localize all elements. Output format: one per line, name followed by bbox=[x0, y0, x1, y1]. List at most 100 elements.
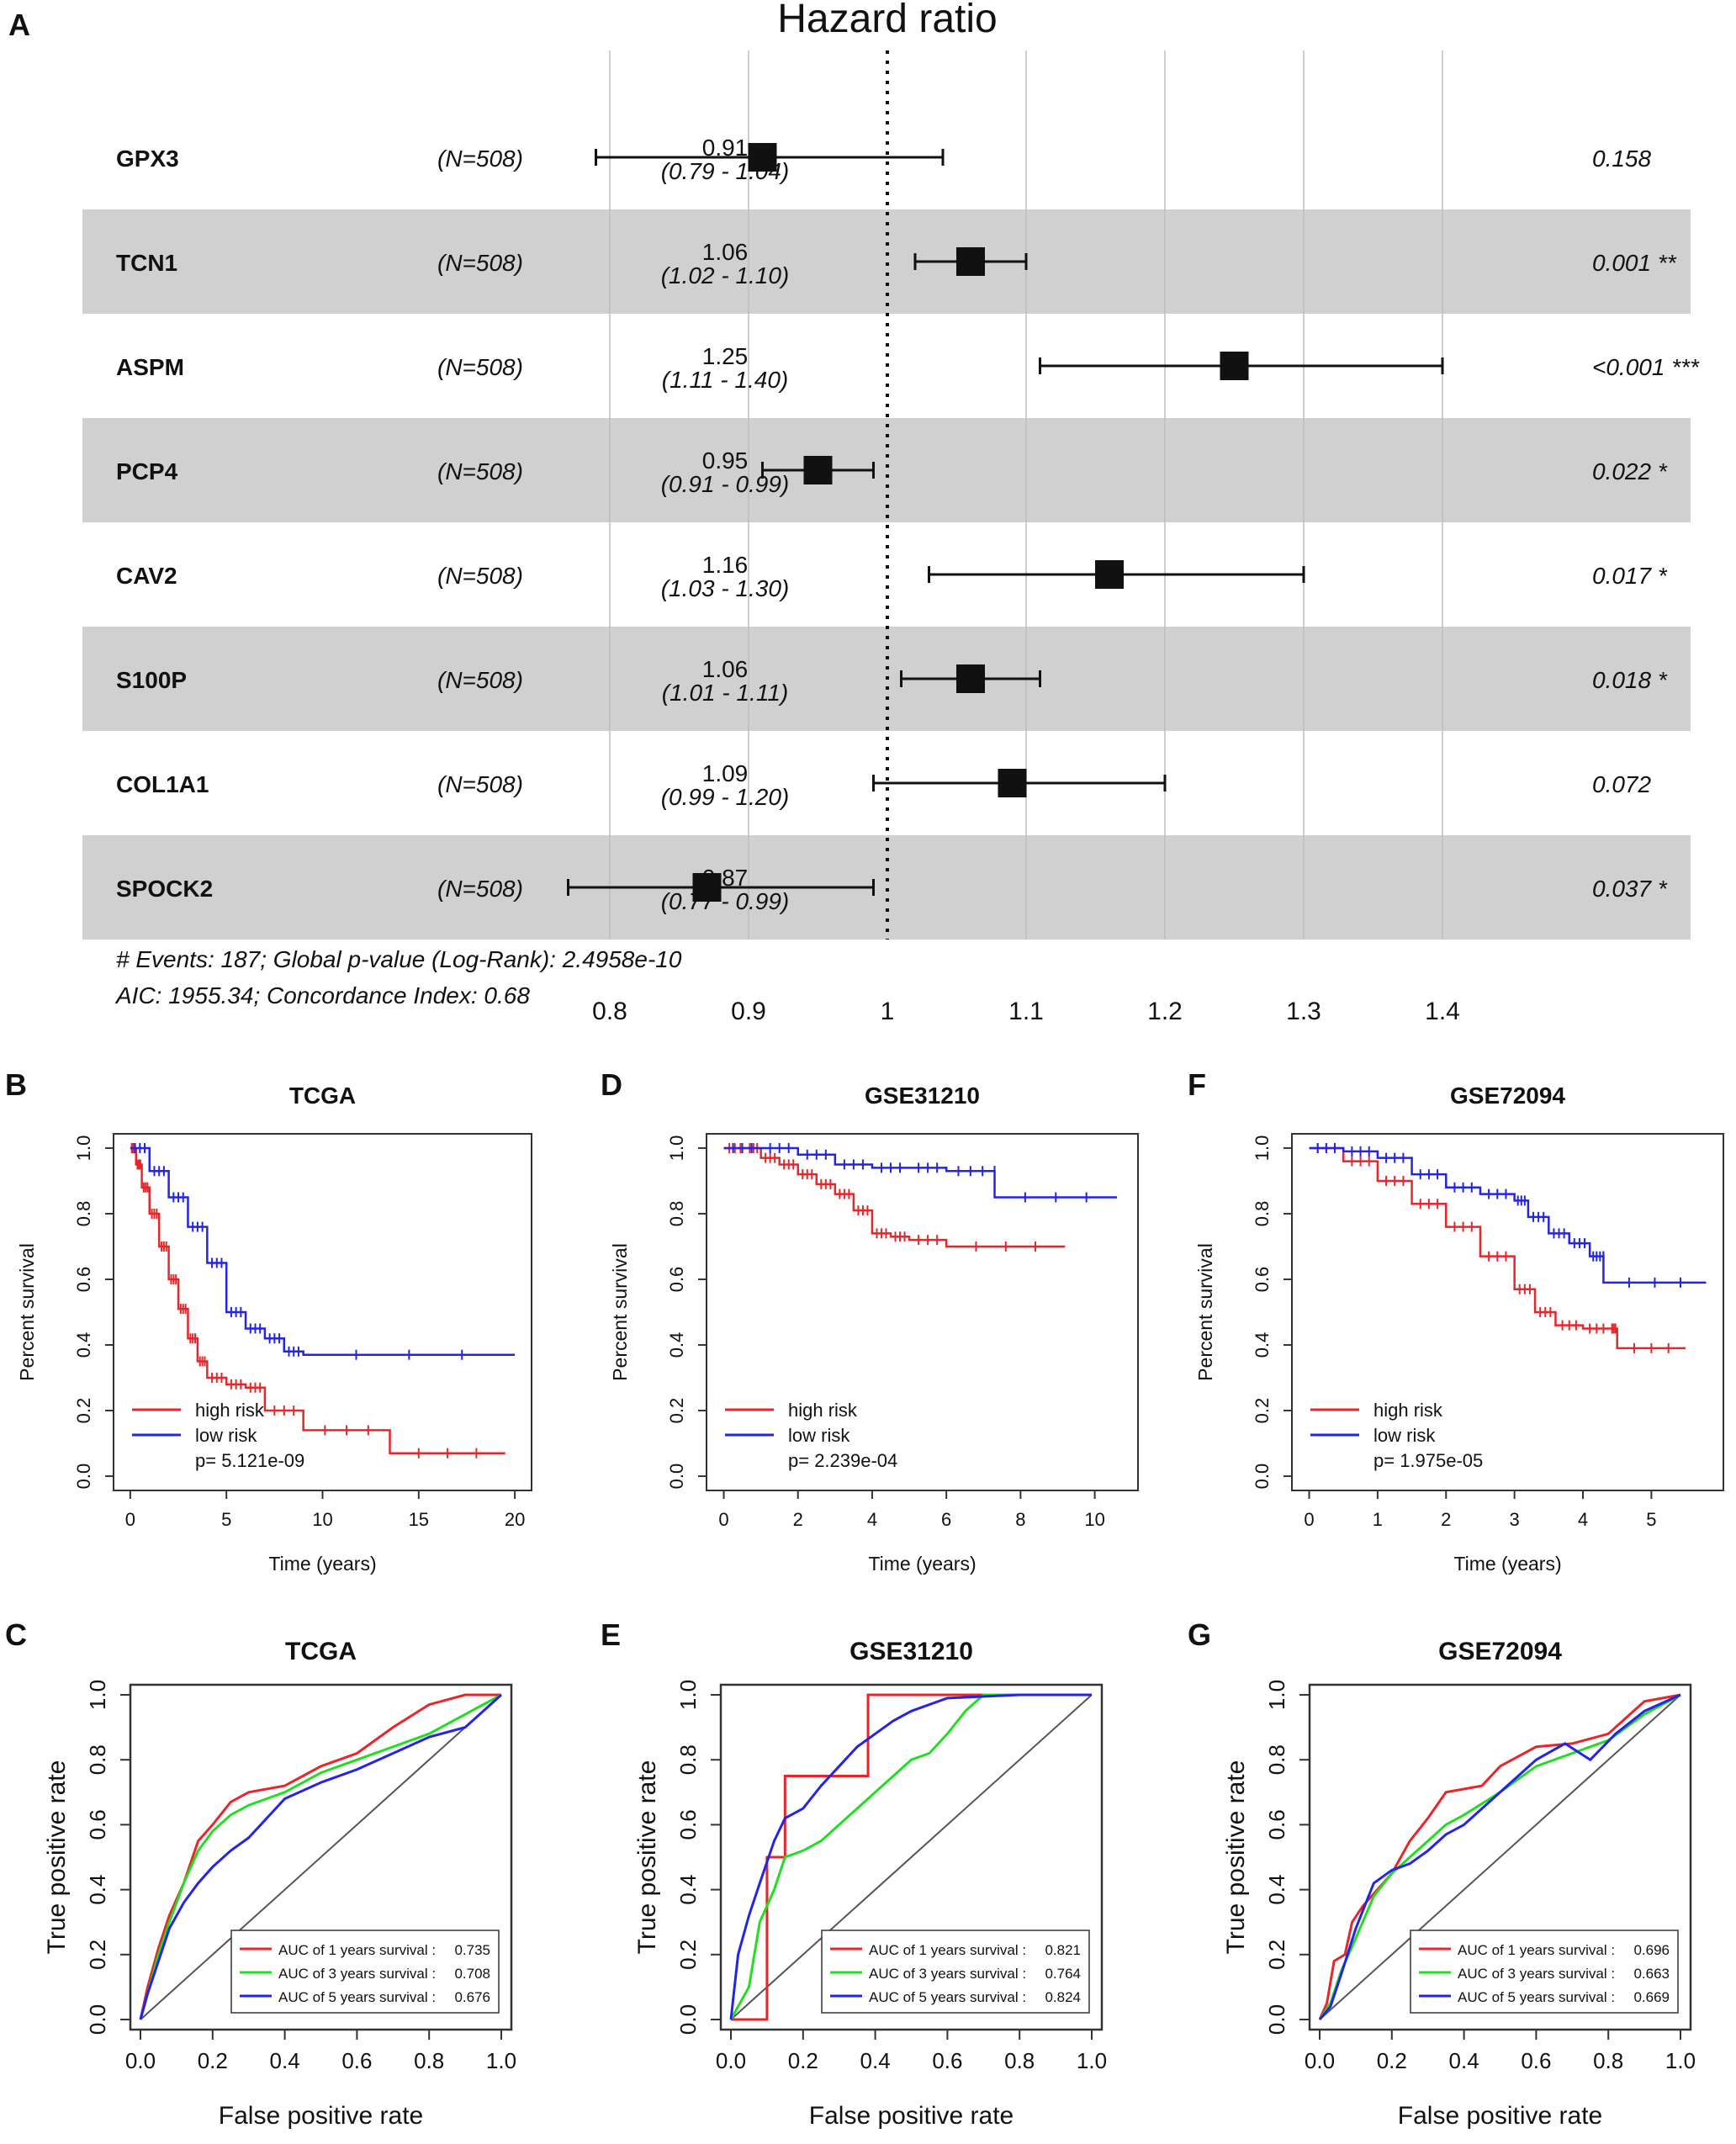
forest-hr-label: 1.06 bbox=[702, 656, 749, 682]
forest-pvalue: 0.072 bbox=[1592, 771, 1651, 797]
roc-diagonal bbox=[1319, 1694, 1681, 2020]
forest-pvalue: 0.158 bbox=[1592, 146, 1651, 172]
km-curve bbox=[130, 1146, 516, 1356]
roc-x-tick-label: 0.4 bbox=[860, 2048, 891, 2073]
km-frame bbox=[113, 1133, 532, 1491]
roc-legend-auc: 0.676 bbox=[454, 1989, 490, 2005]
roc-curve bbox=[1318, 1693, 1681, 2020]
panel-label-g: G bbox=[1188, 1617, 1211, 1652]
forest-n-label: (N=508) bbox=[437, 876, 523, 902]
forest-hr-label: 1.06 bbox=[702, 239, 749, 265]
roc-x-tick-label: 0.0 bbox=[1305, 2048, 1335, 2073]
roc-y-tick-label: 0.8 bbox=[85, 1744, 110, 1775]
km-legend-label: high risk bbox=[1373, 1400, 1443, 1421]
roc-y-tick-label: 1.0 bbox=[85, 1680, 110, 1710]
forest-pvalue: 0.017 * bbox=[1592, 563, 1668, 589]
km-pvalue: p= 5.121e-09 bbox=[195, 1450, 304, 1471]
km-curve bbox=[1309, 1146, 1707, 1284]
roc-legend-label: AUC of 1 years survival : bbox=[278, 1942, 436, 1958]
km-title: GSE31210 bbox=[865, 1083, 980, 1109]
roc-x-tick-label: 0.0 bbox=[716, 2048, 746, 2073]
roc-diagonal bbox=[730, 1694, 1093, 2020]
forest-ci-label: (1.11 - 1.40) bbox=[662, 367, 788, 393]
forest-tick-label: 1.2 bbox=[1147, 998, 1183, 1025]
km-y-tick-label: 0.8 bbox=[666, 1201, 687, 1227]
roc-ylabel: True positive rate bbox=[633, 1760, 661, 1955]
forest-hr-marker bbox=[998, 769, 1027, 797]
roc-curve bbox=[139, 1693, 503, 2020]
km-y-tick-label: 0.8 bbox=[1252, 1201, 1273, 1227]
forest-tick-label: 0.9 bbox=[731, 998, 766, 1025]
forest-hr-marker bbox=[956, 247, 985, 276]
roc-title: GSE31210 bbox=[849, 1638, 973, 1665]
km-legend-label: high risk bbox=[788, 1400, 858, 1421]
roc-y-tick-label: 0.4 bbox=[1264, 1875, 1289, 1905]
forest-gene-label: COL1A1 bbox=[116, 771, 209, 797]
forest-hr-marker bbox=[1220, 352, 1249, 380]
roc-curve bbox=[1318, 1693, 1681, 2020]
roc-xlabel: False positive rate bbox=[809, 2102, 1014, 2130]
km-censor-marks bbox=[728, 1142, 1037, 1252]
km-plot-gse72094: GSE72094 0 1 2 3 4 5 0.0 0.2 0.4 0.6 0.8 1.0 Time (ye… bbox=[1194, 1083, 1724, 1575]
forest-ci-label: (1.02 - 1.10) bbox=[661, 262, 790, 289]
forest-hr-label: 1.25 bbox=[702, 343, 749, 369]
km-title: TCGA bbox=[289, 1083, 356, 1109]
roc-frame bbox=[719, 1683, 1104, 2031]
roc-x-tick-label: 0.0 bbox=[125, 2048, 156, 2073]
km-frame bbox=[706, 1133, 1139, 1491]
roc-y-tick-label: 0.0 bbox=[1264, 2004, 1289, 2035]
roc-legend-label: AUC of 3 years survival : bbox=[869, 1966, 1026, 1982]
km-plot-tcga: TCGA 0 5 10 15 20 0.0 0.2 0.4 0.6 0.8 1.0 Time (year… bbox=[16, 1083, 532, 1575]
km-x-tick-label: 4 bbox=[1578, 1509, 1588, 1530]
roc-x-tick-label: 0.8 bbox=[414, 2048, 444, 2073]
km-x-tick-label: 6 bbox=[941, 1509, 951, 1530]
km-censor-marks bbox=[1316, 1142, 1681, 1288]
roc-y-tick-label: 0.4 bbox=[85, 1875, 110, 1905]
forest-pvalue: 0.018 * bbox=[1592, 667, 1668, 693]
forest-n-label: (N=508) bbox=[437, 771, 523, 797]
forest-row: ASPM (N=508) 1.25(1.11 - 1.40) <0.001 *** bbox=[116, 343, 1700, 393]
forest-row-shade bbox=[82, 835, 1691, 940]
roc-curve bbox=[139, 1693, 502, 2020]
roc-y-tick-label: 0.6 bbox=[85, 1809, 110, 1840]
km-x-tick-label: 2 bbox=[1441, 1509, 1451, 1530]
forest-n-label: (N=508) bbox=[437, 458, 523, 484]
forest-footer-events: # Events: 187; Global p-value (Log-Rank)… bbox=[116, 946, 682, 972]
forest-row: PCP4 (N=508) 0.95(0.91 - 0.99) 0.022 * bbox=[116, 447, 1668, 497]
roc-x-tick-label: 0.4 bbox=[1449, 2048, 1479, 2073]
roc-x-tick-label: 0.2 bbox=[788, 2048, 818, 2073]
forest-tick-label: 1.3 bbox=[1286, 998, 1321, 1025]
km-y-tick-label: 0.2 bbox=[1252, 1398, 1273, 1424]
roc-y-tick-label: 0.2 bbox=[675, 1940, 701, 1970]
forest-row-backgrounds bbox=[82, 209, 1691, 940]
km-x-tick-label: 10 bbox=[312, 1509, 332, 1530]
km-curve bbox=[1309, 1146, 1686, 1350]
forest-gene-label: S100P bbox=[116, 667, 187, 693]
forest-n-label: (N=508) bbox=[437, 667, 523, 693]
forest-tick-label: 1 bbox=[881, 998, 895, 1025]
roc-legend-label: AUC of 1 years survival : bbox=[1458, 1942, 1615, 1958]
km-curve bbox=[723, 1146, 1118, 1199]
forest-gene-label: ASPM bbox=[116, 354, 184, 380]
km-y-tick-label: 1.0 bbox=[666, 1136, 687, 1162]
roc-x-tick-label: 0.4 bbox=[270, 2048, 300, 2073]
panel-label-b: B bbox=[5, 1067, 27, 1102]
km-title: GSE72094 bbox=[1450, 1083, 1565, 1109]
forest-row: SPOCK2 (N=508) 0.87(0.77 - 0.99) 0.037 * bbox=[116, 865, 1668, 914]
roc-y-tick-label: 0.2 bbox=[1264, 1940, 1289, 1970]
roc-y-tick-label: 0.0 bbox=[675, 2004, 701, 2035]
km-y-tick-label: 1.0 bbox=[73, 1136, 94, 1162]
forest-title: Hazard ratio bbox=[777, 0, 997, 41]
roc-plot-gse72094: GSE72094 0.0 0.2 0.4 0.6 0.8 1.0 0.0 0.2 0.4 0.6 0.… bbox=[1222, 1638, 1696, 2130]
forest-gene-label: SPOCK2 bbox=[116, 876, 213, 902]
roc-x-tick-label: 1.0 bbox=[1077, 2048, 1107, 2073]
roc-title: GSE72094 bbox=[1438, 1638, 1562, 1665]
panel-label-f: F bbox=[1188, 1067, 1206, 1102]
roc-y-tick-label: 0.0 bbox=[85, 2004, 110, 2035]
forest-row: GPX3 (N=508) 0.91(0.79 - 1.04) 0.158 bbox=[116, 135, 1651, 184]
km-plot-gse31210: GSE31210 0 2 4 6 8 10 0.0 0.2 0.4 0.6 0.8 1.0 Time (y… bbox=[609, 1083, 1139, 1575]
km-legend-label: low risk bbox=[1373, 1425, 1436, 1446]
forest-pvalue: 0.037 * bbox=[1592, 876, 1668, 902]
forest-row-shade bbox=[82, 209, 1691, 314]
roc-x-tick-label: 0.6 bbox=[1521, 2048, 1551, 2073]
